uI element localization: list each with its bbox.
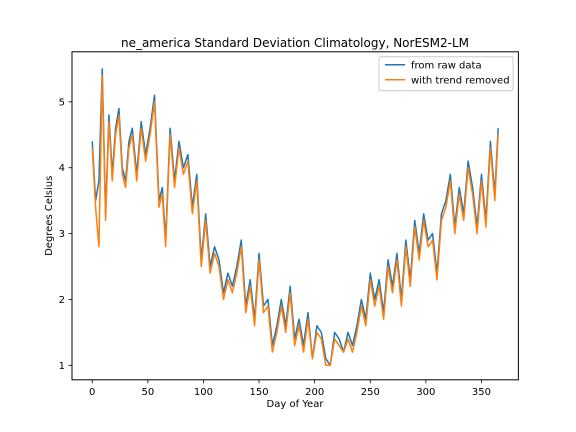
x-tick-label: 100 xyxy=(194,387,213,398)
legend-label-detrended: with trend removed xyxy=(411,75,510,86)
x-tick-label: 350 xyxy=(472,387,491,398)
x-tick-label: 0 xyxy=(89,387,95,398)
chart-title: ne_america Standard Deviation Climatolog… xyxy=(121,36,469,50)
x-axis-label: Day of Year xyxy=(267,399,325,410)
legend-label-raw: from raw data xyxy=(411,60,482,71)
series-layer xyxy=(91,68,499,367)
y-tick-label: 3 xyxy=(59,229,65,240)
x-tick-label: 50 xyxy=(141,387,154,398)
legend-box xyxy=(378,56,514,92)
series-line-detrended xyxy=(91,74,499,367)
legend: from raw data with trend removed xyxy=(378,56,514,92)
x-axis-ticks: 0 50 100 150 200 250 300 350 xyxy=(89,379,491,398)
y-tick-label: 4 xyxy=(59,163,65,174)
axes-frame xyxy=(71,51,519,381)
x-tick-label: 300 xyxy=(416,387,435,398)
y-axis-label: Degrees Celsius xyxy=(44,176,55,256)
y-tick-label: 2 xyxy=(59,295,65,306)
x-tick-label: 200 xyxy=(305,387,324,398)
plot-area: 0 50 100 150 200 250 300 350 1 2 3 4 5 xyxy=(59,51,519,398)
y-axis-ticks: 1 2 3 4 5 xyxy=(59,97,72,372)
x-tick-label: 250 xyxy=(361,387,380,398)
y-tick-label: 1 xyxy=(59,361,65,372)
y-tick-label: 5 xyxy=(59,97,65,108)
x-tick-label: 150 xyxy=(250,387,269,398)
